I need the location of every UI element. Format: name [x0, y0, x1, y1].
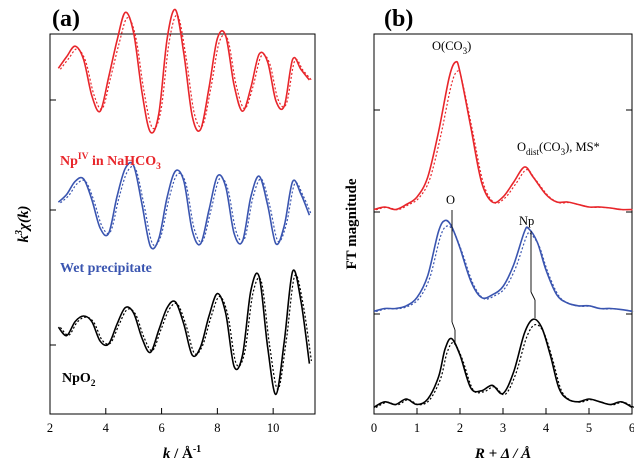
annotation-odist-co: (CO — [539, 140, 561, 154]
panel-a-xlabel-unit: / Å — [170, 446, 193, 462]
panel-b-ylabel: FT magnitude — [344, 178, 360, 269]
panel-b-xtick-label: 0 — [371, 421, 377, 435]
panel-b-series-0-fit — [374, 62, 632, 210]
annotation-np: Np — [519, 214, 534, 228]
annotation-odist-ms: Odist(CO3), MS* — [517, 140, 600, 157]
panel-b-xtick-label: 6 — [629, 421, 634, 435]
annotation-o-co3: O(CO3) — [432, 39, 471, 56]
annotation-o-co3-base: O(CO — [432, 39, 463, 53]
series-label-wet-precipitate: Wet precipitate — [60, 261, 152, 276]
panel-a-xtick-label: 4 — [103, 421, 110, 435]
panel-b-series-2-data — [376, 325, 634, 408]
series-label-np-iv-sub: 3 — [156, 162, 161, 172]
marker-line-o-kink — [452, 322, 455, 330]
annotation-o: O — [446, 193, 455, 207]
series-label-npo2: NpO2 — [62, 371, 96, 389]
annotation-odist-base: O — [517, 140, 526, 154]
panel-a-xlabel-sup: -1 — [193, 444, 201, 455]
panel-b-series-1-fit — [374, 220, 632, 311]
series-label-np-iv-sup: IV — [78, 152, 89, 162]
panel-a-xtick-label: 8 — [214, 421, 220, 435]
annotation-o-co3-close: ) — [467, 39, 471, 53]
series-label-npo2-base: NpO — [62, 371, 91, 386]
panel-a-frame — [50, 34, 315, 414]
panel-a-ylabel: k3χ(k) — [14, 206, 32, 243]
panel-b: (b) 0 1 2 3 4 5 6 FT magnitude R + Δ / Å O(CO3… — [344, 6, 634, 462]
panel-b-xtick-label: 1 — [414, 421, 420, 435]
panel-a-xtick-label: 2 — [47, 421, 53, 435]
panel-b-xtick-label: 4 — [543, 421, 550, 435]
series-label-npo2-sub: 2 — [91, 379, 96, 389]
panel-a-series-1-fit — [58, 163, 309, 249]
panel-a-ylabel-chi: χ(k) — [16, 206, 32, 232]
panel-b-xlabel: R + Δ / Å — [474, 446, 531, 462]
panel-b-curves — [374, 62, 634, 408]
annotation-odist-ms-text: ), MS* — [565, 140, 600, 154]
panel-b-xtick-label: 3 — [500, 421, 506, 435]
panel-a: (a) 2 4 6 8 10 k3χ(k) k / Å-1 NpIV in NaHCO3… — [14, 6, 315, 462]
panel-b-xtick-label: 5 — [586, 421, 592, 435]
panel-b-x-ticks: 0 1 2 3 4 5 6 — [371, 110, 634, 435]
panel-a-series-2-fit — [58, 270, 309, 394]
panel-b-xlabel-unit: + Δ / Å — [485, 446, 531, 462]
panel-a-xlabel: k / Å-1 — [163, 444, 201, 462]
series-label-np-iv: NpIV in NaHCO3 — [60, 152, 161, 172]
annotation-odist-sub: dist — [526, 147, 540, 157]
panel-a-xtick-label: 6 — [158, 421, 164, 435]
marker-line-np-kink — [531, 292, 535, 300]
series-label-np-iv-mid: in NaHCO — [88, 154, 156, 169]
panel-b-frame — [374, 34, 632, 414]
panel-a-series-0-fit — [58, 9, 309, 132]
panel-b-xlabel-r: R — [474, 446, 485, 462]
panel-b-label: (b) — [384, 6, 413, 32]
panel-b-series-1-data — [376, 226, 634, 312]
panel-a-curves — [58, 9, 311, 394]
panel-a-xtick-label: 10 — [267, 421, 280, 435]
series-label-np-iv-base: Np — [60, 154, 78, 169]
panel-b-xtick-label: 2 — [457, 421, 463, 435]
panel-a-label: (a) — [52, 6, 80, 32]
